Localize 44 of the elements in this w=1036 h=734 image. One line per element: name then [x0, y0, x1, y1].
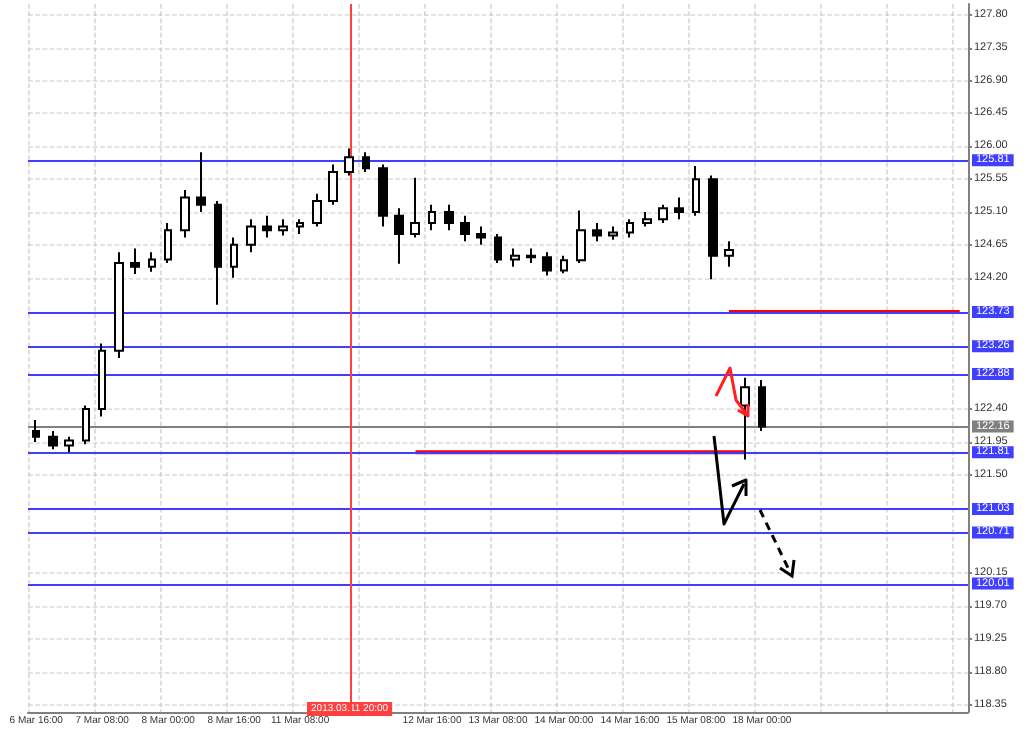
candlestick: [246, 218, 256, 254]
candlestick: [708, 174, 718, 281]
candlestick: [526, 247, 536, 265]
candlestick: [64, 435, 74, 454]
candlestick: [278, 218, 288, 237]
candlestick: [476, 225, 486, 246]
candlestick: [98, 342, 106, 418]
candlestick: [608, 225, 618, 241]
candlestick: [230, 236, 238, 279]
candlestick: [180, 189, 190, 239]
candlestick: [214, 200, 222, 306]
candlestick: [196, 151, 206, 214]
candlestick: [460, 214, 470, 243]
candlestick: [758, 378, 766, 432]
candlestick: [378, 163, 388, 228]
candlestick: [560, 254, 568, 275]
candlestick: [164, 221, 172, 265]
candlestick: [410, 176, 420, 239]
candlestick: [344, 147, 354, 177]
candlestick: [82, 404, 90, 446]
candlestick: [362, 151, 370, 173]
candlestick: [658, 203, 668, 224]
candlestick: [48, 429, 58, 451]
candlestick: [148, 251, 156, 273]
candlestick: [692, 165, 700, 217]
candlestick: [494, 232, 502, 265]
candlestick: [114, 251, 124, 359]
candlestick: [642, 211, 652, 228]
candlestick: [328, 163, 338, 206]
candlestick: [626, 218, 634, 239]
candlestick: [576, 209, 586, 265]
candlestick: [542, 251, 552, 277]
candlestick: [592, 221, 602, 243]
candlestick: [510, 247, 520, 268]
candlestick: [32, 419, 40, 443]
candlestick: [674, 196, 684, 221]
candlestick: [130, 247, 140, 276]
candlestick: [262, 214, 272, 239]
candlestick: [394, 207, 404, 265]
candlestick: [296, 218, 304, 235]
candlestick: [312, 192, 322, 228]
candlestick: [724, 240, 734, 268]
candlestick: [444, 203, 454, 232]
candlestick: [428, 203, 436, 232]
